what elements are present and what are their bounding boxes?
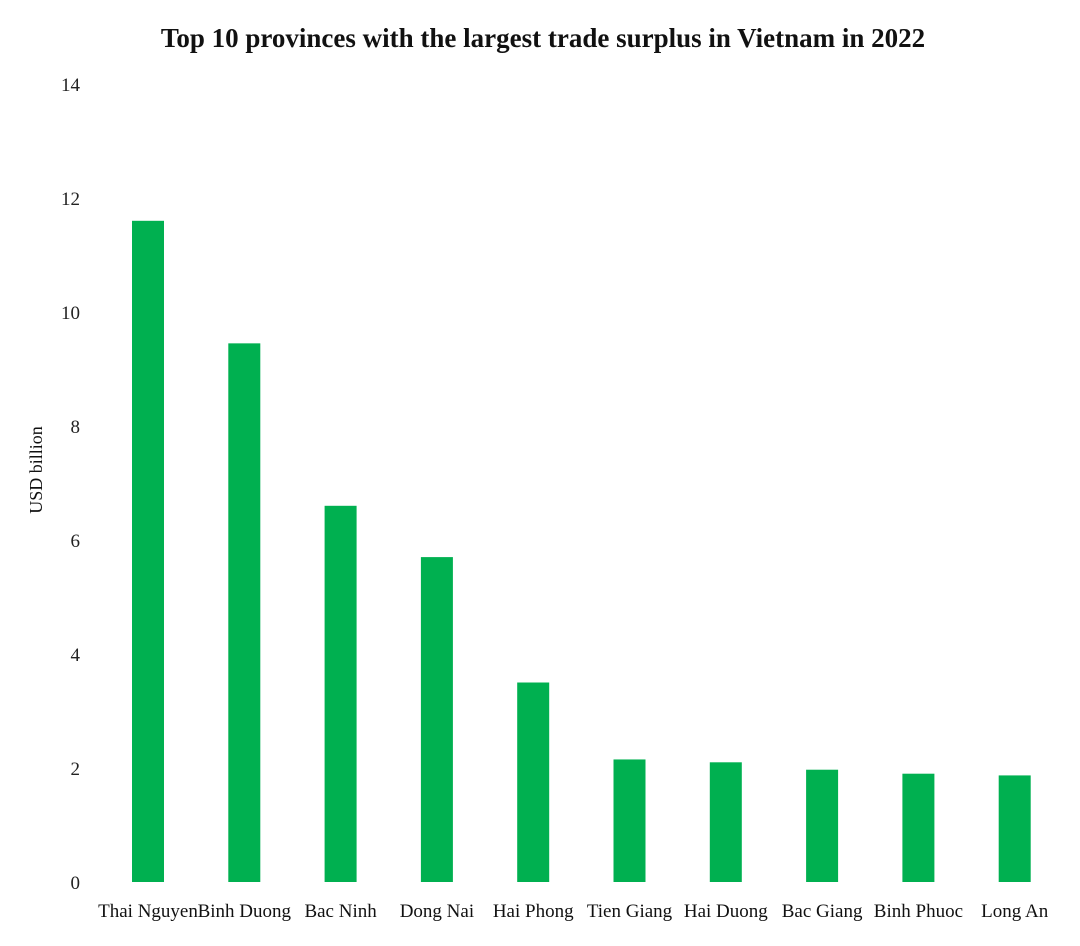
bar bbox=[420, 557, 453, 882]
x-axis-labels: Thai Nguyen Binh Duong Bac Ninh Dong Nai Hai… bbox=[98, 901, 1049, 922]
x-tick-label: Long An bbox=[981, 901, 1049, 922]
x-tick-label: Hai Duong bbox=[684, 901, 768, 922]
y-tick-label: 4 bbox=[71, 645, 81, 666]
x-tick-label: Dong Nai bbox=[400, 901, 474, 922]
x-tick-label: Hai Phong bbox=[493, 901, 574, 922]
chart-title: Top 10 provinces with the largest trade … bbox=[161, 23, 925, 53]
x-tick-label: Bac Ninh bbox=[304, 901, 377, 922]
bars bbox=[132, 220, 1031, 883]
x-tick-label: Bac Giang bbox=[782, 901, 863, 922]
y-tick-label: 10 bbox=[61, 303, 80, 324]
x-tick-label: Binh Phuoc bbox=[874, 901, 963, 922]
bar bbox=[517, 682, 550, 882]
bar bbox=[324, 505, 357, 882]
x-tick-label: Thai Nguyen bbox=[98, 901, 198, 922]
y-axis-label: USD billion bbox=[26, 426, 46, 514]
y-tick-label: 2 bbox=[71, 759, 81, 780]
x-tick-label: Tien Giang bbox=[587, 901, 673, 922]
bar bbox=[902, 773, 935, 882]
bar bbox=[998, 775, 1031, 882]
y-tick-label: 14 bbox=[61, 75, 81, 96]
y-tick-label: 12 bbox=[61, 189, 80, 210]
bar bbox=[132, 220, 164, 883]
y-tick-label: 0 bbox=[71, 873, 81, 894]
y-tick-label: 6 bbox=[71, 531, 81, 552]
y-axis-ticks: 0 2 4 6 8 10 12 14 bbox=[61, 75, 81, 894]
bar bbox=[806, 769, 839, 882]
y-tick-label: 8 bbox=[71, 417, 81, 438]
bar bbox=[613, 759, 646, 882]
bar bbox=[228, 343, 261, 883]
x-tick-label: Binh Duong bbox=[198, 901, 292, 922]
bar bbox=[709, 762, 742, 882]
